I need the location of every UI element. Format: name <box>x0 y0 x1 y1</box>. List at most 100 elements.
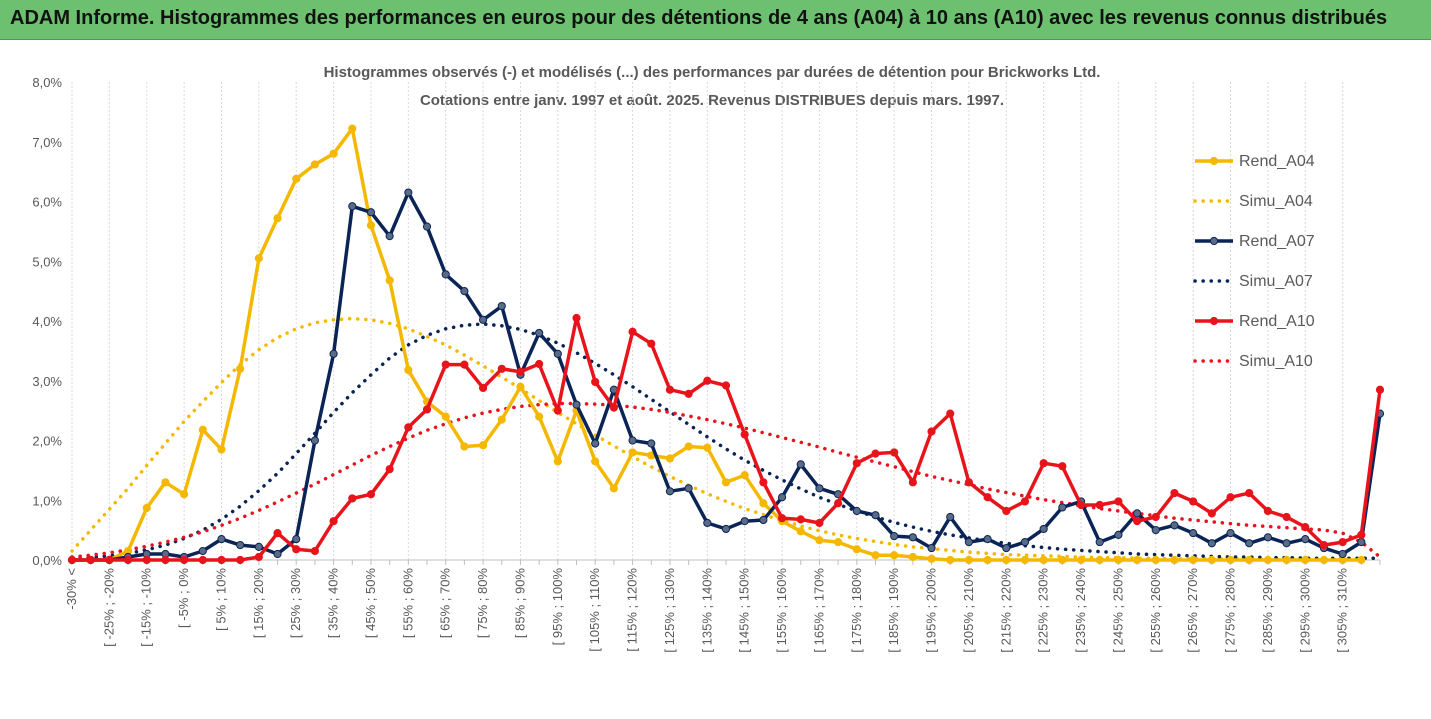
data-point <box>348 494 357 503</box>
data-point <box>1039 555 1048 565</box>
data-point <box>1226 555 1235 565</box>
data-point <box>404 423 413 432</box>
data-point <box>1020 555 1030 565</box>
data-point <box>348 124 357 133</box>
data-point <box>572 313 581 323</box>
data-point <box>983 534 992 544</box>
data-point <box>740 471 749 480</box>
data-point <box>105 555 114 565</box>
data-point <box>871 449 880 458</box>
data-point <box>310 436 320 445</box>
data-point <box>1076 555 1086 565</box>
data-point <box>273 214 282 223</box>
data-point <box>983 555 992 565</box>
series-lines <box>67 124 1385 565</box>
data-point <box>441 412 450 421</box>
data-point <box>180 490 189 499</box>
data-point <box>161 555 170 565</box>
data-point <box>553 349 562 358</box>
legend-item-Simu_A04: Simu_A04 <box>1193 193 1313 210</box>
x-tick-label: [ 115% ; 120% <box>625 568 640 652</box>
legend-item-Simu_A07: Simu_A07 <box>1193 273 1313 290</box>
data-point <box>478 383 488 393</box>
y-tick-label: 3,0% <box>32 374 62 389</box>
chart-title-line-1: Histogrammes observés (-) et modélisés (… <box>324 64 1101 81</box>
data-point <box>1301 534 1310 544</box>
data-point <box>1151 526 1160 535</box>
data-point <box>852 459 861 468</box>
data-point <box>198 555 207 565</box>
series-line <box>70 322 1382 561</box>
x-tick-label: [ 25% ; 30% <box>288 568 303 639</box>
data-point <box>142 503 151 513</box>
series-line <box>72 126 1362 562</box>
data-point <box>1002 543 1011 553</box>
data-point <box>1189 555 1198 565</box>
data-point <box>1338 549 1347 559</box>
data-point <box>1189 497 1198 506</box>
legend-marker <box>1209 316 1219 326</box>
data-point <box>964 537 974 547</box>
data-point <box>198 425 207 434</box>
chart-title-line-2: Cotations entre janv. 1997 et août. 2025… <box>420 92 1004 109</box>
data-point <box>478 315 488 324</box>
series-Simu_A10 <box>70 401 1382 559</box>
data-point <box>535 328 544 338</box>
data-point <box>1095 537 1104 547</box>
data-point <box>703 376 712 385</box>
data-point <box>1338 537 1347 547</box>
gridlines <box>71 82 1344 560</box>
data-point <box>1301 555 1310 565</box>
data-point <box>721 524 731 534</box>
data-point <box>273 549 282 559</box>
report-title: ADAM Informe. Histogrammes des performan… <box>10 7 1388 29</box>
x-tick-label: [ 285% ; 290% <box>1260 568 1275 653</box>
data-point <box>759 499 768 508</box>
data-point <box>721 381 731 390</box>
data-point <box>1114 530 1123 540</box>
data-point <box>852 506 861 516</box>
data-point <box>572 400 581 409</box>
data-point <box>609 403 618 412</box>
chart-area: Histogrammes observés (-) et modélisés (… <box>0 41 1431 719</box>
series-line <box>70 401 1382 559</box>
data-point <box>927 427 936 436</box>
data-point <box>1002 506 1011 516</box>
data-point <box>946 409 955 418</box>
data-point <box>796 515 805 524</box>
series-Simu_A04 <box>70 316 1364 562</box>
x-tick-label: [ 225% ; 230% <box>1036 568 1051 653</box>
data-point <box>946 555 955 565</box>
data-point <box>329 517 338 526</box>
x-tick-label: -30% < <box>64 568 79 610</box>
data-point <box>1170 488 1179 498</box>
data-point <box>628 448 637 457</box>
y-tick-label: 7,0% <box>32 135 62 150</box>
x-tick-label: [ -15% ; -10% <box>139 568 154 647</box>
data-point <box>796 460 805 469</box>
data-point <box>198 546 207 556</box>
data-point <box>964 555 974 565</box>
data-point <box>703 443 712 452</box>
data-point <box>273 529 282 538</box>
data-point <box>665 487 675 496</box>
data-point <box>1319 540 1329 550</box>
data-point <box>1132 517 1142 526</box>
data-point <box>161 478 170 487</box>
x-tick-label: [ 265% ; 270% <box>1185 568 1200 653</box>
data-point <box>217 534 226 544</box>
data-point <box>366 208 376 217</box>
data-point <box>1245 488 1254 498</box>
data-point <box>254 542 263 551</box>
data-point <box>329 349 338 358</box>
x-tick-label: [ 155% ; 160% <box>774 568 789 653</box>
data-point <box>834 499 843 508</box>
data-point <box>1058 462 1067 471</box>
x-tick-label: [ 15% ; 20% <box>251 568 266 639</box>
data-point <box>759 478 768 487</box>
data-point <box>815 518 824 528</box>
legend-item-Rend_A10: Rend_A10 <box>1195 313 1315 330</box>
y-tick-label: 8,0% <box>32 75 62 90</box>
data-point <box>535 412 544 421</box>
y-tick-label: 2,0% <box>32 434 62 449</box>
